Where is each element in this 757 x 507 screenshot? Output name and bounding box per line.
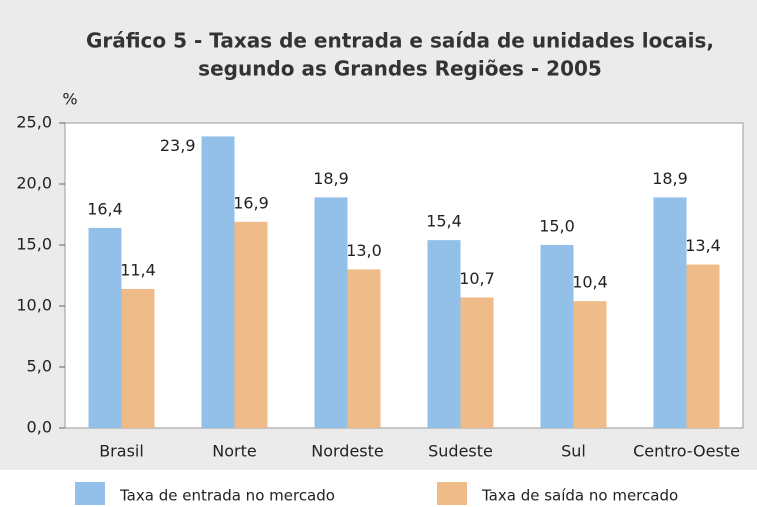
value-label: 13,4 <box>685 236 721 255</box>
value-label: 16,4 <box>87 199 123 218</box>
x-tick-label: Brasil <box>99 442 144 461</box>
bar <box>686 264 720 428</box>
legend-label: Taxa de saída no mercado <box>481 487 678 505</box>
bar <box>460 297 494 428</box>
bar <box>121 288 155 428</box>
bar <box>347 269 381 428</box>
y-tick-label: 15,0 <box>16 235 52 254</box>
bar <box>653 197 687 428</box>
x-tick-label: Centro-Oeste <box>633 442 740 461</box>
x-tick-label: Norte <box>212 442 256 461</box>
y-tick-label: 25,0 <box>16 113 52 132</box>
y-axis-label: % <box>62 90 77 109</box>
bar <box>427 240 461 428</box>
y-tick-label: 5,0 <box>27 357 52 376</box>
value-label: 13,0 <box>346 241 382 260</box>
plot-area <box>64 122 744 429</box>
y-tick-label: 20,0 <box>16 174 52 193</box>
value-label: 15,4 <box>426 212 462 231</box>
value-label: 15,0 <box>539 217 575 236</box>
bar <box>314 197 348 428</box>
chart-title: Gráfico 5 - Taxas de entrada e saída de … <box>86 29 714 53</box>
value-label: 18,9 <box>313 169 349 188</box>
bar <box>540 245 574 428</box>
x-tick-label: Sul <box>561 442 586 461</box>
bar <box>234 221 268 428</box>
value-label: 11,4 <box>120 260 156 279</box>
y-tick-label: 10,0 <box>16 296 52 315</box>
x-tick-label: Sudeste <box>428 442 493 461</box>
value-label: 18,9 <box>652 169 688 188</box>
value-label: 16,9 <box>233 193 269 212</box>
legend-swatch <box>437 482 467 505</box>
bar <box>88 227 122 428</box>
legend-label: Taxa de entrada no mercado <box>119 487 335 505</box>
value-label: 10,4 <box>572 273 608 292</box>
chart-subtitle: segundo as Grandes Regiões - 2005 <box>198 57 602 81</box>
bar <box>573 301 607 428</box>
value-label: 10,7 <box>459 269 495 288</box>
bar <box>201 136 235 429</box>
y-tick-label: 0,0 <box>27 418 52 437</box>
value-label: 23,9 <box>160 136 196 155</box>
legend-swatch <box>75 482 105 505</box>
x-tick-label: Nordeste <box>311 442 384 461</box>
